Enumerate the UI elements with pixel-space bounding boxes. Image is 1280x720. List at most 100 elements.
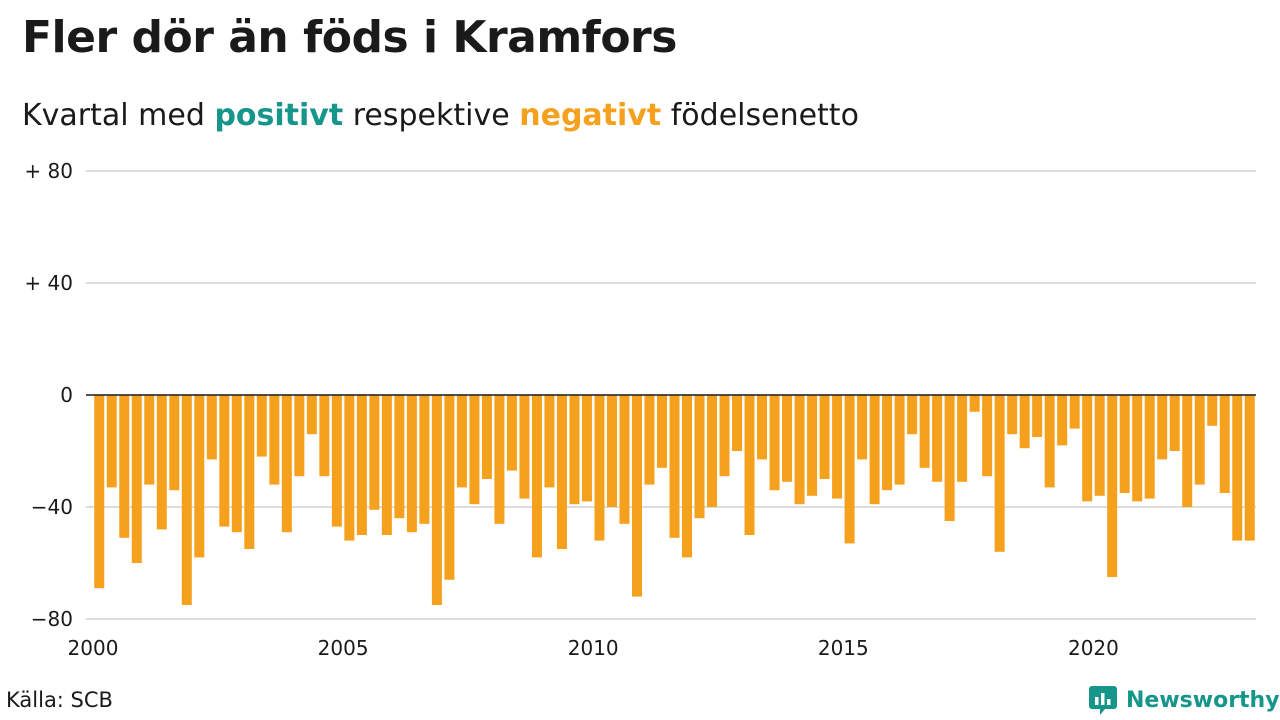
bar <box>1219 395 1230 493</box>
bar <box>957 395 968 482</box>
bar <box>832 395 843 499</box>
bar <box>1194 395 1205 485</box>
chart-subtitle: Kvartal med positivt respektive negativt… <box>22 98 859 133</box>
bar <box>1232 395 1243 541</box>
bar <box>344 395 355 541</box>
bar <box>394 395 405 519</box>
bar <box>1157 395 1168 460</box>
bar-chart: + 80 + 40 0 −40 −80 2000 2005 2010 2015 2020 <box>24 159 1256 660</box>
bar <box>944 395 955 521</box>
bar <box>194 395 205 558</box>
axes: + 80 + 40 0 −40 −80 2000 2005 2010 2015 2020 <box>24 159 1256 660</box>
bar <box>231 395 242 533</box>
bar <box>406 395 417 533</box>
chart-title: Fler dör än föds i Kramfors <box>22 12 677 63</box>
bar <box>994 395 1005 552</box>
bar <box>581 395 592 502</box>
bar <box>519 395 530 499</box>
bar <box>544 395 555 488</box>
bar <box>206 395 217 460</box>
bar <box>656 395 667 468</box>
bar <box>719 395 730 477</box>
bar <box>1132 395 1143 502</box>
bar <box>594 395 605 541</box>
bar <box>456 395 467 488</box>
brand: Newsworthy <box>1088 684 1280 716</box>
source-note: Källa: SCB <box>6 688 113 712</box>
x-tick-label: 2005 <box>318 636 369 660</box>
bar <box>1244 395 1255 541</box>
x-tick-label: 2020 <box>1068 636 1119 660</box>
bar <box>369 395 380 510</box>
y-tick-label: −80 <box>31 607 73 631</box>
brand-name: Newsworthy <box>1126 687 1280 713</box>
bar <box>757 395 768 460</box>
bar <box>932 395 943 482</box>
bar <box>707 395 718 507</box>
bar <box>381 395 392 535</box>
y-tick-label: −40 <box>31 495 73 519</box>
bar <box>94 395 105 589</box>
bar <box>982 395 993 477</box>
bar <box>281 395 292 533</box>
y-tick-label: + 40 <box>24 271 73 295</box>
bar <box>1069 395 1080 429</box>
bar <box>1057 395 1068 446</box>
bar <box>1169 395 1180 451</box>
bar <box>1032 395 1043 437</box>
y-tick-label: 0 <box>60 383 73 407</box>
x-tick-label: 2000 <box>68 636 119 660</box>
bar <box>1044 395 1055 488</box>
newsworthy-logo-icon <box>1089 686 1117 715</box>
bar <box>769 395 780 491</box>
bar <box>169 395 180 491</box>
bar <box>894 395 905 485</box>
bar <box>331 395 342 527</box>
bar <box>869 395 880 505</box>
bar <box>1007 395 1018 435</box>
bar <box>619 395 630 524</box>
bar <box>807 395 818 496</box>
y-tick-label: + 80 <box>24 159 73 183</box>
bar <box>244 395 255 549</box>
bar <box>306 395 317 435</box>
bar <box>631 395 642 597</box>
bar <box>1107 395 1118 577</box>
bar <box>732 395 743 451</box>
bar <box>294 395 305 477</box>
bar <box>794 395 805 505</box>
bar <box>857 395 868 460</box>
bar <box>682 395 693 558</box>
bar <box>181 395 192 605</box>
bar <box>494 395 505 524</box>
bar <box>144 395 155 485</box>
subtitle-negative: negativt <box>519 98 662 133</box>
bar <box>1082 395 1093 502</box>
x-tick-label: 2015 <box>818 636 869 660</box>
subtitle-middle: respektive <box>352 98 510 133</box>
bar <box>569 395 580 505</box>
bar <box>694 395 705 519</box>
bar <box>556 395 567 549</box>
subtitle-prefix: Kvartal med <box>22 98 205 133</box>
bar <box>106 395 117 488</box>
bar <box>1019 395 1030 449</box>
bar <box>744 395 755 535</box>
bar <box>1094 395 1105 496</box>
bar <box>782 395 793 482</box>
bar <box>907 395 918 435</box>
bars <box>94 395 1255 605</box>
bar <box>1119 395 1130 493</box>
bar <box>481 395 492 479</box>
bar <box>444 395 455 580</box>
bar <box>219 395 230 527</box>
bar <box>669 395 680 538</box>
bar <box>256 395 267 457</box>
bar <box>882 395 893 491</box>
bar <box>969 395 980 412</box>
bar <box>156 395 167 530</box>
bar <box>819 395 830 479</box>
subtitle-positive: positivt <box>214 98 344 133</box>
bar <box>644 395 655 485</box>
bar <box>356 395 367 535</box>
